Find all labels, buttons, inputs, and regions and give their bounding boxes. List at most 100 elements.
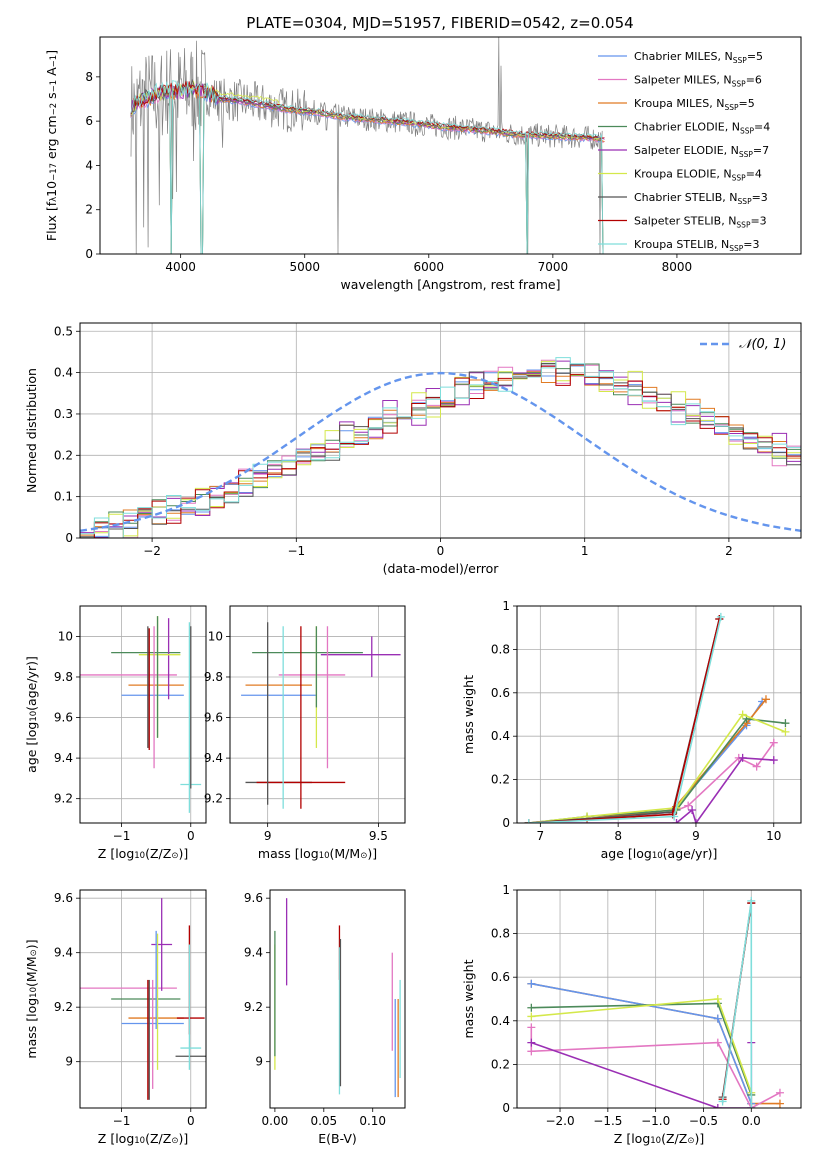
data-point-marker xyxy=(527,1003,536,1012)
data-point-marker xyxy=(747,896,756,905)
y-tick-label: 9.4 xyxy=(54,946,73,960)
mass-vs-metallicity-panel: −1 0 9 9.2 9.4 9.6 Z [log10(Z/Z⊙)] mass [log10(… xyxy=(24,889,207,1146)
mass-weight-series xyxy=(528,757,774,823)
y-axis-label: Flux [fλ10−17 erg cm−2 s−1 A−1] xyxy=(44,50,59,241)
data-point-marker xyxy=(527,1047,536,1056)
x-tick-label: −2.0 xyxy=(545,1114,574,1128)
data-point-marker xyxy=(718,1097,727,1106)
x-tick-label: 7 xyxy=(537,829,545,843)
y-tick-label: 10 xyxy=(208,629,223,643)
axes-frame xyxy=(79,605,207,824)
y-tick-label: 0.2 xyxy=(491,773,510,787)
y-axis-label: Normed distribution xyxy=(24,368,39,493)
figure-title: PLATE=0304, MJD=51957, FIBERID=0542, z=0… xyxy=(246,14,633,32)
y-tick-label: 0.4 xyxy=(491,1014,510,1028)
data-point-marker xyxy=(527,979,536,988)
model-spectrum-line xyxy=(130,83,605,254)
y-tick-label: 9.2 xyxy=(54,792,73,806)
data-point-marker xyxy=(684,801,693,810)
x-axis-label: wavelength [Angstrom, rest frame] xyxy=(340,277,560,292)
y-tick-label: 0.8 xyxy=(491,927,510,941)
legend-entry: Chabrier MILES, NSSP=5 xyxy=(634,50,763,65)
legend-entry: 𝒩(0, 1) xyxy=(739,337,786,352)
plot-area xyxy=(130,37,605,254)
x-tick-label: 6000 xyxy=(414,260,445,274)
axes-frame xyxy=(269,889,406,1109)
plot-area xyxy=(80,898,206,1100)
y-tick-label: 9 xyxy=(255,1055,263,1069)
legend-entry: Chabrier STELIB, NSSP=3 xyxy=(634,191,768,206)
x-axis-label: (data-model)/error xyxy=(383,561,500,576)
y-tick-label: 0.5 xyxy=(54,324,73,338)
y-tick-label: 0 xyxy=(65,531,73,545)
residual-histogram-series xyxy=(80,357,801,538)
legend-entry: Salpeter MILES, NSSP=6 xyxy=(634,74,762,89)
x-tick-label: 8 xyxy=(614,829,622,843)
x-tick-label: 2 xyxy=(725,544,733,558)
x-tick-label: 0.00 xyxy=(262,1114,289,1128)
legend-entry: Salpeter STELIB, NSSP=3 xyxy=(634,215,767,230)
axes-frame xyxy=(79,322,802,539)
data-point-marker xyxy=(738,710,747,719)
data-point-marker xyxy=(713,1104,722,1108)
axes-frame xyxy=(99,36,802,255)
x-axis-label: age [log10(age/yr)] xyxy=(601,846,718,861)
data-point-marker xyxy=(527,1038,536,1047)
plot-area xyxy=(524,612,790,823)
x-tick-label: 4000 xyxy=(165,260,196,274)
weight-vs-metallicity-panel: −2.0 −1.5 −1.0 −0.5 0.0 0 0.2 0.4 0.6 0.8 1 Z [log1… xyxy=(461,883,802,1146)
data-point-marker xyxy=(672,819,681,823)
data-point-marker xyxy=(775,1088,784,1097)
axes-frame xyxy=(516,605,802,824)
y-tick-label: 9 xyxy=(65,1055,73,1069)
age-vs-metallicity-panel: −1 0 9.2 9.4 9.6 9.8 10 Z [log10(Z/Z⊙)] age [log… xyxy=(24,605,207,861)
residual-histogram-series xyxy=(80,362,801,538)
x-tick-label: 0.10 xyxy=(359,1114,386,1128)
y-tick-label: 9.6 xyxy=(54,891,73,905)
y-tick-label: 0.6 xyxy=(491,970,510,984)
y-tick-label: 1 xyxy=(502,883,510,897)
legend-entry: Chabrier ELODIE, NSSP=4 xyxy=(634,121,770,136)
x-tick-label: 10 xyxy=(766,829,781,843)
data-point-marker xyxy=(781,727,790,736)
data-point-marker xyxy=(716,612,725,621)
y-tick-label: 9.4 xyxy=(204,751,223,765)
plot-area xyxy=(80,616,202,813)
data-point-marker xyxy=(713,1038,722,1047)
x-tick-label: 0.05 xyxy=(310,1114,337,1128)
mass-weight-series xyxy=(721,900,753,1108)
data-point-marker xyxy=(775,1099,784,1108)
y-tick-label: 9.6 xyxy=(204,711,223,725)
y-tick-label: 9.6 xyxy=(54,711,73,725)
y-tick-label: 8 xyxy=(85,70,93,84)
x-axis-label: Z [log10(Z/Z⊙)] xyxy=(98,846,188,861)
x-tick-label: −2 xyxy=(143,544,161,558)
weight-vs-age-panel: 7 8 9 10 0 0.2 0.4 0.6 0.8 1 age [log10(age/yr)] ma… xyxy=(461,599,802,861)
y-axis-label: mass weight xyxy=(461,959,476,1038)
x-tick-label: 8000 xyxy=(662,260,693,274)
gaussian-reference-curve xyxy=(80,371,801,532)
y-tick-label: 1 xyxy=(502,599,510,613)
x-tick-label: −1 xyxy=(113,1114,131,1128)
y-tick-label: 0.2 xyxy=(491,1057,510,1071)
data-point-marker xyxy=(747,1104,756,1108)
mass-weight-series xyxy=(528,698,767,823)
x-tick-label: 9.5 xyxy=(369,829,388,843)
data-point-marker xyxy=(761,695,770,704)
residual-histogram-series xyxy=(80,360,801,538)
legend-entry: Kroupa ELODIE, NSSP=4 xyxy=(634,168,762,183)
data-point-marker xyxy=(527,1012,536,1021)
residual-histogram-panel: −2 −1 0 1 2 0 0.1 0.2 0.3 0.4 0.5 (data-model)/erro… xyxy=(24,322,802,576)
x-tick-label: −1.0 xyxy=(641,1114,670,1128)
x-axis-label: mass [log10(M/M⊙)] xyxy=(258,846,377,861)
x-tick-label: 5000 xyxy=(289,260,320,274)
observed-spectrum-line xyxy=(130,37,603,254)
y-tick-label: 9.2 xyxy=(54,1000,73,1014)
y-tick-label: 0.1 xyxy=(54,490,73,504)
y-tick-label: 9.2 xyxy=(244,1000,263,1014)
data-point-marker xyxy=(691,819,700,823)
x-tick-label: 0 xyxy=(187,829,195,843)
x-tick-label: 1 xyxy=(581,544,589,558)
axes-frame xyxy=(229,605,406,824)
